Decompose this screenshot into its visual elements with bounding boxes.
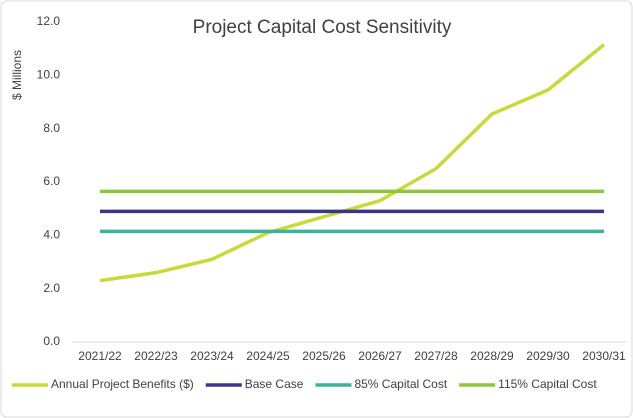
y-tick-label: 6.0 [43, 174, 60, 188]
x-tick-label: 2024/25 [246, 349, 290, 363]
x-tick-label: 2023/24 [190, 349, 234, 363]
x-tick-label: 2025/26 [302, 349, 346, 363]
legend-label: 85% Capital Cost [354, 377, 447, 391]
x-tick-label: 2027/28 [414, 349, 458, 363]
x-tick-label: 2030/31 [582, 349, 626, 363]
x-tick-label: 2028/29 [470, 349, 514, 363]
x-tick-label: 2022/23 [134, 349, 178, 363]
y-tick-label: 8.0 [43, 121, 60, 135]
y-axis-label: $ Millions [10, 50, 24, 100]
x-tick-label: 2026/27 [358, 349, 402, 363]
legend-label: Annual Project Benefits ($) [51, 377, 194, 391]
y-tick-label: 0.0 [43, 334, 60, 348]
x-tick-label: 2029/30 [526, 349, 570, 363]
y-tick-label: 10.0 [37, 68, 61, 82]
y-tick-label: 2.0 [43, 281, 60, 295]
legend-label: 115% Capital Cost [498, 377, 597, 391]
y-tick-label: 12.0 [37, 14, 61, 28]
series-line [99, 43, 606, 283]
x-tick-label: 2021/22 [78, 349, 122, 363]
y-tick-label: 4.0 [43, 228, 60, 242]
chart-title: Project Capital Cost Sensitivity [193, 17, 452, 38]
legend-label: Base Case [245, 377, 304, 391]
